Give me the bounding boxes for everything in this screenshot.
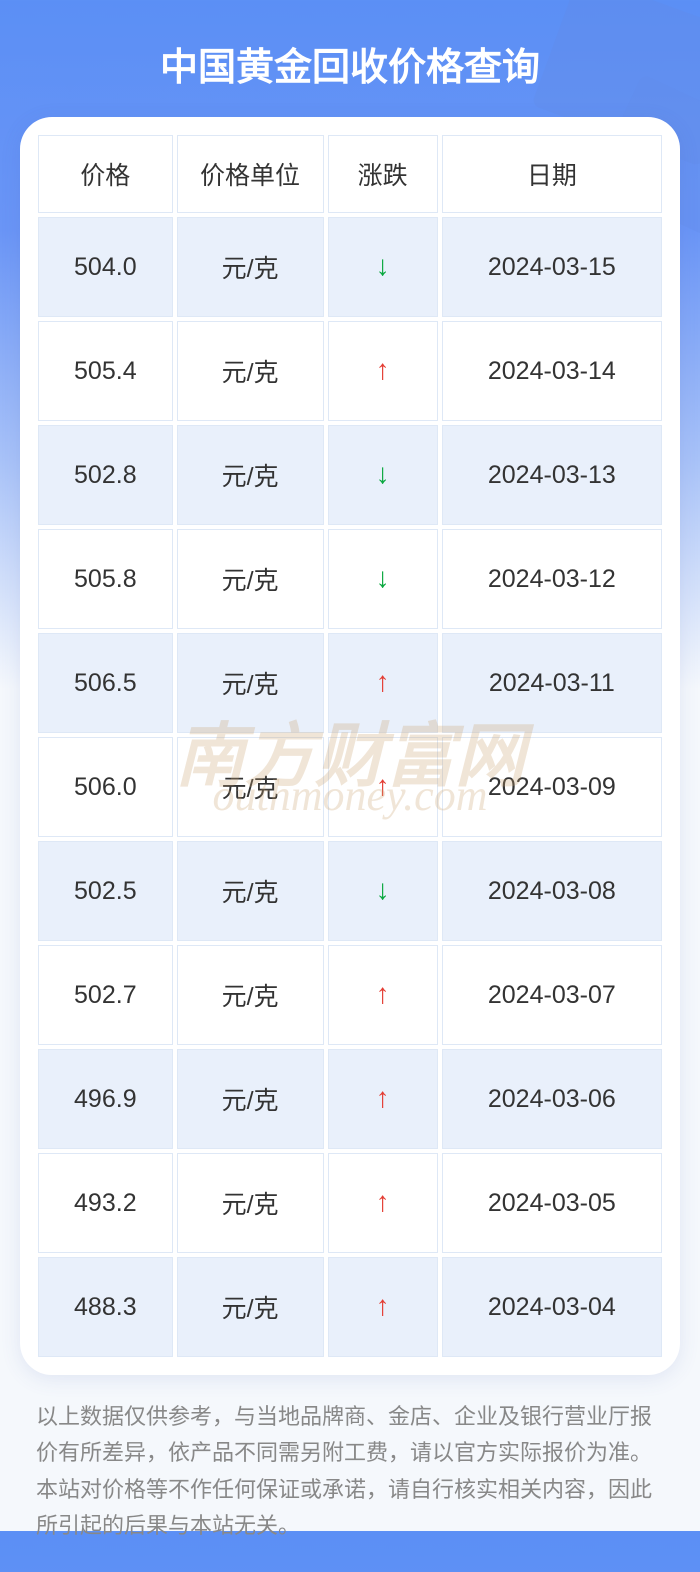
cell-date: 2024-03-15 [442,217,662,317]
cell-unit: 元/克 [177,1049,324,1149]
col-header-trend: 涨跌 [328,135,438,213]
table-row: 504.0元/克 ↓ 2024-03-15 [38,217,662,317]
arrow-down-icon: ↓ [376,874,390,905]
cell-unit: 元/克 [177,217,324,317]
arrow-up-icon: ↑ [376,1186,390,1217]
arrow-down-icon: ↓ [376,562,390,593]
cell-price: 505.8 [38,529,173,629]
cell-price: 488.3 [38,1257,173,1357]
cell-price: 502.5 [38,841,173,941]
arrow-up-icon: ↑ [376,978,390,1009]
price-table: 价格 价格单位 涨跌 日期 504.0元/克↓2024-03-15505.4元/… [34,131,666,1361]
arrow-up-icon: ↑ [376,666,390,697]
cell-date: 2024-03-13 [442,425,662,525]
table-row: 502.5元/克 ↓ 2024-03-08 [38,841,662,941]
arrow-up-icon: ↑ [376,1082,390,1113]
cell-unit: 元/克 [177,945,324,1045]
cell-trend: ↓ [328,217,438,317]
cell-date: 2024-03-04 [442,1257,662,1357]
table-row: 502.8元/克 ↓ 2024-03-13 [38,425,662,525]
table-row: 506.5元/克 ↑ 2024-03-11 [38,633,662,733]
cell-unit: 元/克 [177,529,324,629]
cell-date: 2024-03-11 [442,633,662,733]
table-row: 506.0元/克 ↑ 2024-03-09 [38,737,662,837]
cell-date: 2024-03-06 [442,1049,662,1149]
cell-trend: ↑ [328,1153,438,1253]
cell-unit: 元/克 [177,1153,324,1253]
cell-unit: 元/克 [177,321,324,421]
cell-price: 493.2 [38,1153,173,1253]
table-row: 488.3元/克 ↑ 2024-03-04 [38,1257,662,1357]
table-row: 496.9元/克 ↑ 2024-03-06 [38,1049,662,1149]
cell-trend: ↑ [328,633,438,733]
cell-price: 506.5 [38,633,173,733]
cell-unit: 元/克 [177,841,324,941]
cell-trend: ↑ [328,1257,438,1357]
table-row: 505.8元/克 ↓ 2024-03-12 [38,529,662,629]
cell-unit: 元/克 [177,737,324,837]
col-header-date: 日期 [442,135,662,213]
table-row: 505.4元/克 ↑ 2024-03-14 [38,321,662,421]
cell-unit: 元/克 [177,425,324,525]
cell-trend: ↓ [328,841,438,941]
cell-date: 2024-03-14 [442,321,662,421]
col-header-price: 价格 [38,135,173,213]
cell-unit: 元/克 [177,633,324,733]
price-table-card: 价格 价格单位 涨跌 日期 504.0元/克↓2024-03-15505.4元/… [20,117,680,1375]
table-header-row: 价格 价格单位 涨跌 日期 [38,135,662,213]
col-header-unit: 价格单位 [177,135,324,213]
disclaimer-text: 以上数据仅供参考，与当地品牌商、金店、企业及银行营业厅报价有所差异，依产品不同需… [0,1375,700,1572]
cell-date: 2024-03-08 [442,841,662,941]
cell-price: 504.0 [38,217,173,317]
cell-trend: ↑ [328,1049,438,1149]
arrow-up-icon: ↑ [376,1290,390,1321]
cell-price: 506.0 [38,737,173,837]
cell-trend: ↑ [328,945,438,1045]
cell-trend: ↑ [328,737,438,837]
cell-price: 505.4 [38,321,173,421]
cell-date: 2024-03-09 [442,737,662,837]
page-title: 中国黄金回收价格查询 [0,0,700,117]
table-row: 493.2元/克 ↑ 2024-03-05 [38,1153,662,1253]
cell-price: 502.8 [38,425,173,525]
arrow-up-icon: ↑ [376,354,390,385]
cell-unit: 元/克 [177,1257,324,1357]
cell-date: 2024-03-07 [442,945,662,1045]
cell-price: 496.9 [38,1049,173,1149]
cell-trend: ↓ [328,529,438,629]
cell-date: 2024-03-12 [442,529,662,629]
cell-trend: ↑ [328,321,438,421]
cell-price: 502.7 [38,945,173,1045]
arrow-down-icon: ↓ [376,250,390,281]
arrow-up-icon: ↑ [376,770,390,801]
table-row: 502.7元/克 ↑ 2024-03-07 [38,945,662,1045]
arrow-down-icon: ↓ [376,458,390,489]
cell-date: 2024-03-05 [442,1153,662,1253]
cell-trend: ↓ [328,425,438,525]
